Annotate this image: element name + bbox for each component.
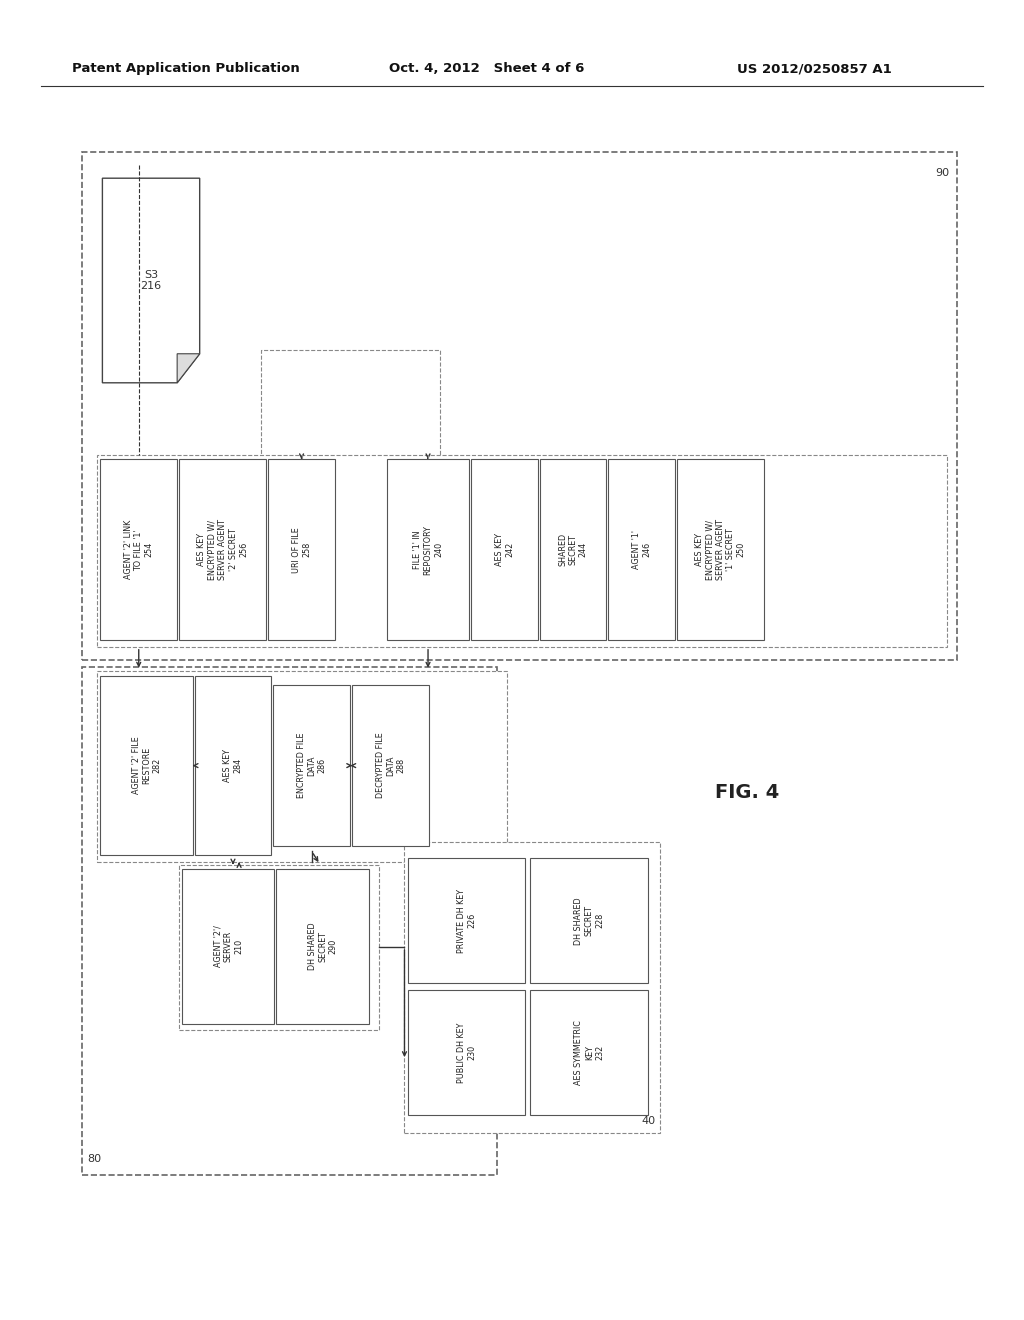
Bar — [404, 842, 660, 1133]
Text: AGENT '2' FILE
RESTORE
282: AGENT '2' FILE RESTORE 282 — [131, 737, 162, 795]
Text: DH SHARED
SECRET
290: DH SHARED SECRET 290 — [307, 923, 338, 970]
Text: AES KEY
242: AES KEY 242 — [495, 533, 514, 566]
Text: 90: 90 — [935, 168, 949, 178]
Bar — [97, 455, 947, 647]
Text: AES KEY
284: AES KEY 284 — [223, 750, 243, 781]
Text: 80: 80 — [87, 1154, 101, 1164]
Bar — [677, 459, 764, 640]
Text: S3
216: S3 216 — [140, 269, 162, 292]
Bar — [97, 671, 507, 862]
Bar — [261, 350, 440, 458]
Bar — [179, 459, 266, 640]
Bar — [182, 869, 274, 1024]
Bar — [195, 676, 271, 855]
Text: ENCRYPTED FILE
DATA
286: ENCRYPTED FILE DATA 286 — [297, 733, 327, 799]
Text: SHARED
SECRET
244: SHARED SECRET 244 — [558, 533, 588, 566]
Bar — [608, 459, 675, 640]
Text: FIG. 4: FIG. 4 — [716, 783, 779, 801]
Text: URI OF FILE
258: URI OF FILE 258 — [292, 527, 311, 573]
Text: Oct. 4, 2012   Sheet 4 of 6: Oct. 4, 2012 Sheet 4 of 6 — [389, 62, 585, 75]
Text: PRIVATE DH KEY
226: PRIVATE DH KEY 226 — [457, 888, 476, 953]
Bar — [179, 865, 379, 1030]
Bar — [100, 459, 177, 640]
Bar — [471, 459, 538, 640]
Bar — [82, 152, 957, 660]
Bar — [387, 459, 469, 640]
Text: AGENT '2'/
SERVER
210: AGENT '2'/ SERVER 210 — [213, 925, 244, 968]
Text: US 2012/0250857 A1: US 2012/0250857 A1 — [737, 62, 892, 75]
Polygon shape — [102, 178, 200, 383]
Bar — [540, 459, 606, 640]
Text: AGENT '2' LINK
TO FILE '1'
254: AGENT '2' LINK TO FILE '1' 254 — [124, 520, 154, 579]
Text: PUBLIC DH KEY
230: PUBLIC DH KEY 230 — [457, 1023, 476, 1082]
Text: FILE '1' IN
REPOSITORY
240: FILE '1' IN REPOSITORY 240 — [413, 525, 443, 574]
Bar — [352, 685, 429, 846]
Text: AES KEY
ENCRYPTED W/
SERVER AGENT
'2' SECRET
256: AES KEY ENCRYPTED W/ SERVER AGENT '2' SE… — [198, 519, 248, 581]
Text: AGENT '1'
246: AGENT '1' 246 — [632, 531, 651, 569]
Bar — [408, 990, 525, 1115]
Bar — [82, 667, 497, 1175]
Bar — [100, 676, 193, 855]
Bar — [268, 459, 335, 640]
Text: DH SHARED
SECRET
228: DH SHARED SECRET 228 — [574, 896, 604, 945]
Text: 40: 40 — [641, 1115, 655, 1126]
Bar — [530, 990, 648, 1115]
Text: AES SYMMETRIC
KEY
232: AES SYMMETRIC KEY 232 — [574, 1020, 604, 1085]
Bar — [408, 858, 525, 983]
Bar — [273, 685, 350, 846]
Polygon shape — [177, 354, 200, 383]
Bar — [530, 858, 648, 983]
Text: Patent Application Publication: Patent Application Publication — [72, 62, 299, 75]
Bar — [276, 869, 369, 1024]
Text: DECRYPTED FILE
DATA
288: DECRYPTED FILE DATA 288 — [376, 733, 406, 799]
Text: AES KEY
ENCRYPTED W/
SERVER AGENT
'1' SECRET
250: AES KEY ENCRYPTED W/ SERVER AGENT '1' SE… — [695, 519, 745, 581]
